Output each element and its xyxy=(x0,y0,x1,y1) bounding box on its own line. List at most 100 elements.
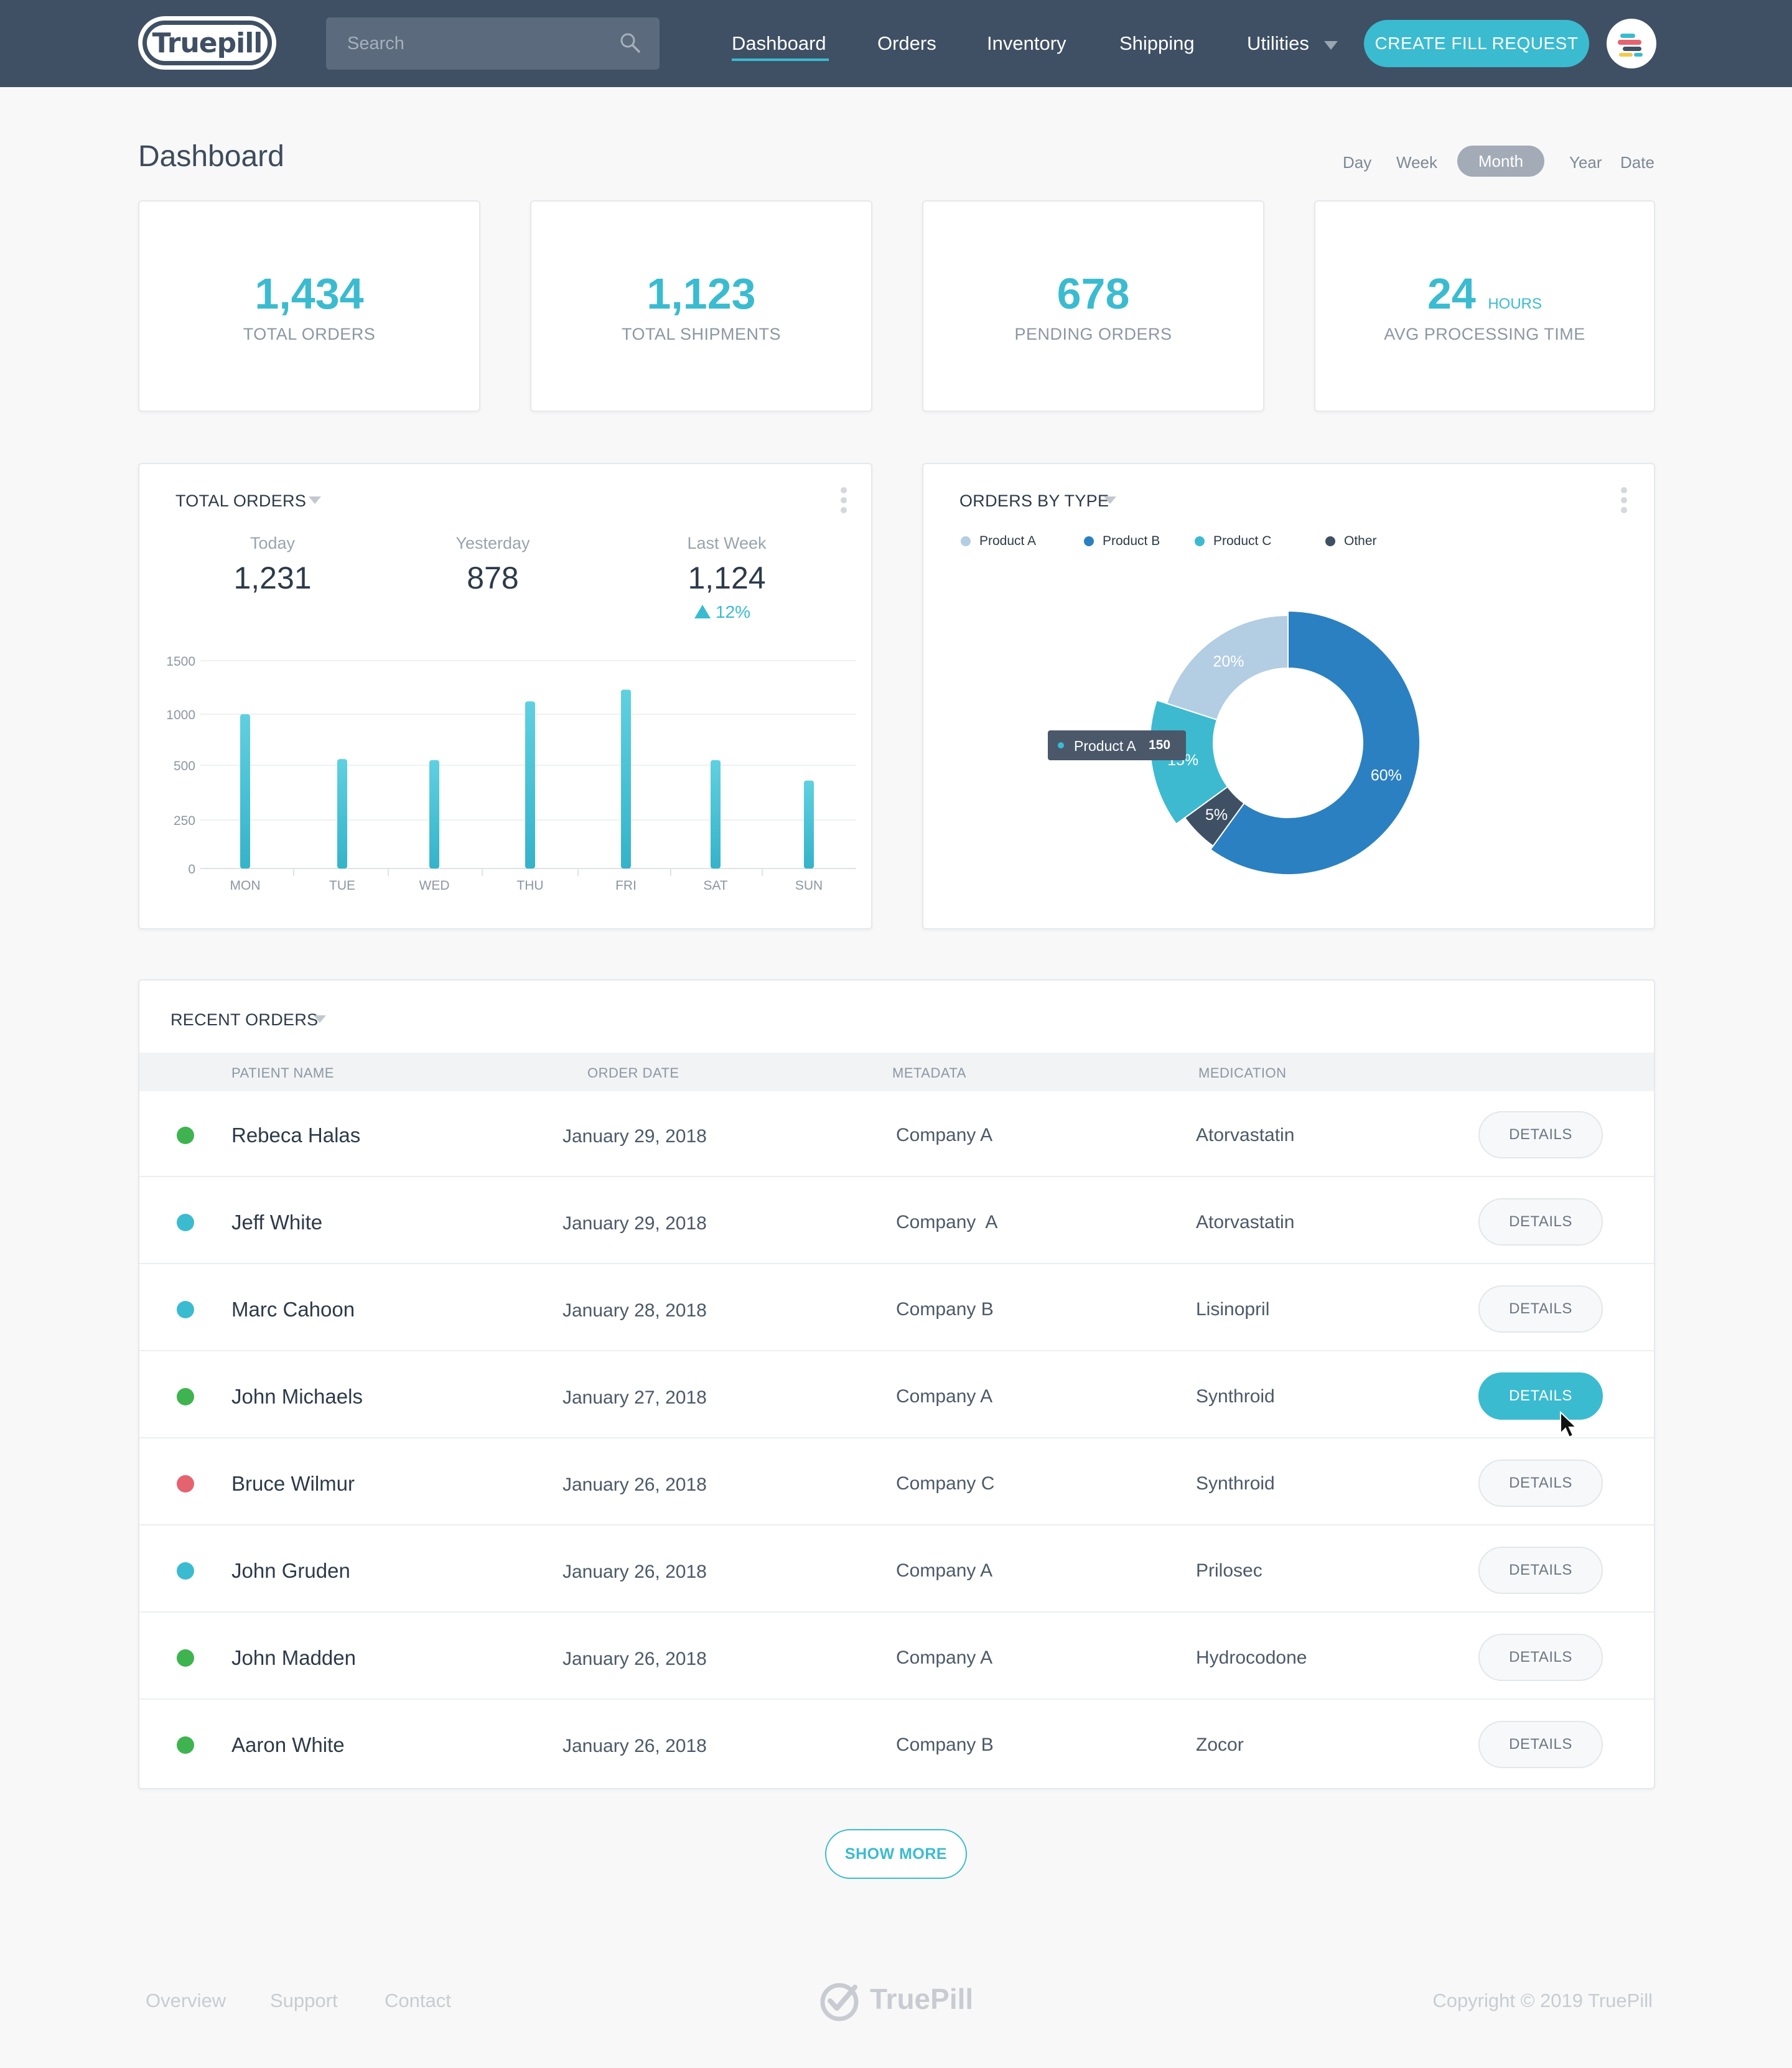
summary-last-week-label: Last Week xyxy=(687,534,767,552)
patient-name[interactable]: John Gruden xyxy=(231,1559,350,1582)
footer-link-contact[interactable]: Contact xyxy=(385,1990,451,2011)
bar-sun[interactable] xyxy=(804,780,814,869)
legend-product-a[interactable]: Product A xyxy=(961,534,1036,549)
row-divider xyxy=(139,1263,1654,1264)
details-button[interactable]: DETAILS xyxy=(1478,1285,1603,1333)
medication: Zocor xyxy=(1196,1735,1244,1755)
metadata: Company A xyxy=(896,1647,993,1668)
more-options-icon[interactable] xyxy=(1620,487,1628,514)
donut-slice-product-a[interactable] xyxy=(1165,614,1289,721)
details-button[interactable]: DETAILS xyxy=(1478,1460,1603,1507)
nav-orders[interactable]: Orders xyxy=(877,32,936,54)
nav-utilities[interactable]: Utilities xyxy=(1247,32,1309,54)
medication: Synthroid xyxy=(1196,1473,1275,1494)
details-button[interactable]: DETAILS xyxy=(1478,1547,1603,1594)
patient-name[interactable]: Rebeca Halas xyxy=(231,1124,361,1147)
details-button[interactable]: DETAILS xyxy=(1478,1198,1603,1246)
order-date: January 27, 2018 xyxy=(562,1387,707,1408)
period-day[interactable]: Day xyxy=(1343,153,1372,172)
x-tick-label: THU xyxy=(516,878,543,893)
period-week[interactable]: Week xyxy=(1396,153,1437,172)
bar-tue[interactable] xyxy=(337,759,347,869)
bar-thu[interactable] xyxy=(525,701,535,869)
metadata: Company B xyxy=(896,1299,994,1320)
summary-last-week-value: 1,124 xyxy=(688,561,766,595)
details-button-active[interactable]: DETAILS xyxy=(1478,1372,1603,1420)
bar-mon[interactable] xyxy=(240,714,250,869)
patient-name[interactable]: Aaron White xyxy=(231,1733,345,1756)
details-button[interactable]: DETAILS xyxy=(1478,1634,1603,1681)
order-date: January 26, 2018 xyxy=(562,1474,707,1495)
chevron-down-icon[interactable] xyxy=(309,496,321,504)
more-options-icon[interactable] xyxy=(840,487,847,514)
footer-link-support[interactable]: Support xyxy=(270,1990,338,2011)
x-tick-label: TUE xyxy=(329,878,355,893)
y-tick-label: 1500 xyxy=(166,654,195,669)
summary-today-label: Today xyxy=(250,534,296,552)
patient-name[interactable]: Jeff White xyxy=(231,1211,323,1234)
medication: Synthroid xyxy=(1196,1386,1275,1407)
nav-shipping[interactable]: Shipping xyxy=(1119,32,1195,54)
order-date: January 26, 2018 xyxy=(562,1562,707,1582)
nav-dashboard[interactable]: Dashboard xyxy=(732,32,826,54)
nav-active-indicator xyxy=(732,58,829,61)
legend-product-b[interactable]: Product B xyxy=(1084,534,1160,549)
search-input[interactable] xyxy=(326,17,600,70)
order-date: January 26, 2018 xyxy=(562,1649,707,1669)
footer-link-overview[interactable]: Overview xyxy=(146,1990,226,2011)
column-header-metadata[interactable]: METADATA xyxy=(892,1065,966,1081)
patient-name[interactable]: John Madden xyxy=(231,1646,356,1669)
legend-dot xyxy=(1084,536,1094,546)
show-more-button[interactable]: SHOW MORE xyxy=(825,1829,967,1879)
recent-orders-title[interactable]: RECENT ORDERS xyxy=(170,1010,319,1029)
chevron-down-icon[interactable] xyxy=(314,1015,326,1023)
legend-product-c[interactable]: Product C xyxy=(1195,534,1271,549)
truepill-logo[interactable]: Truepill xyxy=(138,16,276,70)
order-date: January 28, 2018 xyxy=(562,1300,707,1321)
utilities-chevron-down-icon[interactable] xyxy=(1324,41,1338,50)
x-tick-label: SAT xyxy=(703,878,727,893)
bar-sat[interactable] xyxy=(711,760,721,869)
legend-dot xyxy=(1325,536,1335,546)
create-fill-request-button[interactable]: CREATE FILL REQUEST xyxy=(1364,20,1589,67)
period-date[interactable]: Date xyxy=(1620,153,1654,172)
x-tick-label: WED xyxy=(419,878,450,893)
medication: Atorvastatin xyxy=(1196,1212,1295,1232)
stat-label: TOTAL SHIPMENTS xyxy=(621,325,782,343)
tooltip-value: 150 xyxy=(1149,738,1171,752)
legend-label: Product C xyxy=(1213,534,1272,548)
recent-orders-panel xyxy=(138,979,1655,1789)
stat-card-total-orders: 1,434 TOTAL ORDERS xyxy=(138,200,480,412)
user-avatar[interactable] xyxy=(1607,19,1656,68)
row-divider xyxy=(139,1437,1654,1438)
bar-wed[interactable] xyxy=(429,760,439,869)
logo-pill: Truepill xyxy=(147,25,268,61)
column-header-patient-name[interactable]: PATIENT NAME xyxy=(231,1065,334,1081)
period-year[interactable]: Year xyxy=(1569,153,1602,172)
orders-by-type-title[interactable]: ORDERS BY TYPE xyxy=(959,491,1109,510)
patient-name[interactable]: Bruce Wilmur xyxy=(231,1472,355,1495)
donut-slice-product-b[interactable] xyxy=(1209,610,1421,875)
column-header-order-date[interactable]: ORDER DATE xyxy=(587,1065,679,1081)
search-icon[interactable] xyxy=(620,32,641,54)
period-month[interactable]: Month xyxy=(1457,146,1544,177)
metadata: Company C xyxy=(896,1473,995,1494)
row-divider xyxy=(139,1350,1654,1351)
stat-label: AVG PROCESSING TIME xyxy=(1384,325,1585,343)
total-orders-title[interactable]: TOTAL ORDERS xyxy=(175,491,307,510)
y-tick-label: 250 xyxy=(174,814,195,828)
bar-fri[interactable] xyxy=(621,689,631,869)
legend-label: Other xyxy=(1344,534,1377,548)
chevron-down-icon[interactable] xyxy=(1104,496,1116,504)
patient-name[interactable]: Marc Cahoon xyxy=(231,1298,355,1321)
nav-inventory[interactable]: Inventory xyxy=(987,32,1066,54)
patient-name[interactable]: John Michaels xyxy=(231,1385,363,1408)
details-button[interactable]: DETAILS xyxy=(1478,1111,1603,1158)
row-divider xyxy=(139,1698,1654,1700)
chart-tooltip: Product A 150 xyxy=(1048,730,1186,760)
column-header-medication[interactable]: MEDICATION xyxy=(1198,1065,1287,1081)
tooltip-label: Product A xyxy=(1074,738,1136,754)
legend-other[interactable]: Other xyxy=(1325,534,1377,549)
details-button[interactable]: DETAILS xyxy=(1478,1721,1603,1768)
x-tick-label: SUN xyxy=(795,878,823,893)
